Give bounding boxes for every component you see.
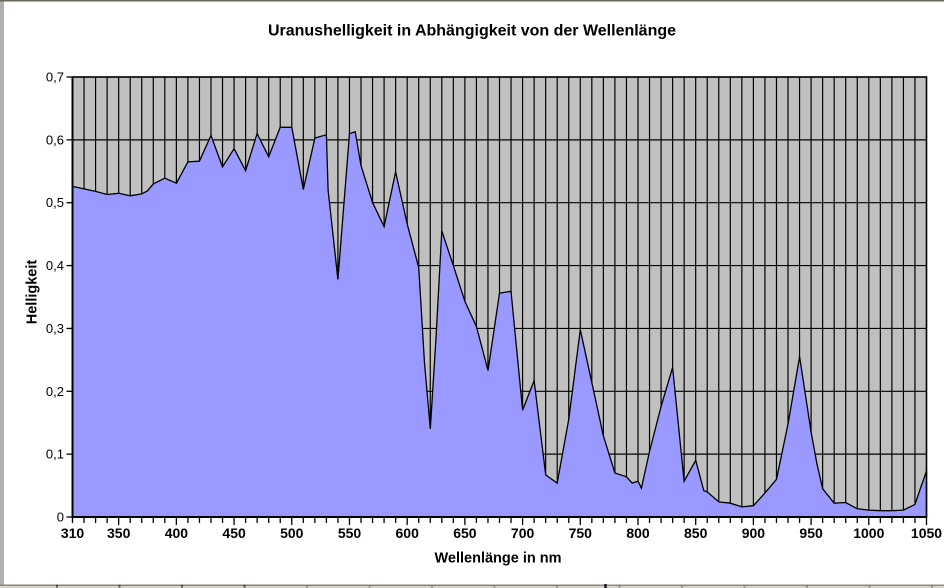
svg-text:500: 500 xyxy=(280,525,304,541)
svg-text:1050: 1050 xyxy=(911,525,942,541)
svg-text:0,2: 0,2 xyxy=(46,384,64,399)
svg-text:900: 900 xyxy=(742,525,766,541)
svg-text:Helligkeit: Helligkeit xyxy=(25,260,41,325)
svg-text:750: 750 xyxy=(569,525,593,541)
svg-text:0: 0 xyxy=(57,510,64,525)
svg-text:700: 700 xyxy=(511,525,535,541)
svg-text:400: 400 xyxy=(165,525,189,541)
svg-text:800: 800 xyxy=(626,525,650,541)
svg-text:Wellenlänge in nm: Wellenlänge in nm xyxy=(434,551,561,567)
svg-text:1000: 1000 xyxy=(853,525,884,541)
svg-text:950: 950 xyxy=(799,525,823,541)
svg-text:Uranushelligkeit in Abhängigke: Uranushelligkeit in Abhängigkeit von der… xyxy=(268,22,676,39)
svg-text:0,3: 0,3 xyxy=(46,321,64,336)
svg-text:350: 350 xyxy=(107,525,131,541)
svg-text:0,1: 0,1 xyxy=(46,447,64,462)
svg-text:450: 450 xyxy=(222,525,246,541)
svg-text:310: 310 xyxy=(61,525,85,541)
svg-text:0,4: 0,4 xyxy=(46,258,64,273)
svg-text:550: 550 xyxy=(338,525,362,541)
svg-text:600: 600 xyxy=(396,525,420,541)
svg-text:850: 850 xyxy=(684,525,708,541)
svg-text:0,7: 0,7 xyxy=(46,70,64,85)
svg-text:0,6: 0,6 xyxy=(46,132,64,147)
svg-text:650: 650 xyxy=(453,525,477,541)
svg-text:0,5: 0,5 xyxy=(46,195,64,210)
